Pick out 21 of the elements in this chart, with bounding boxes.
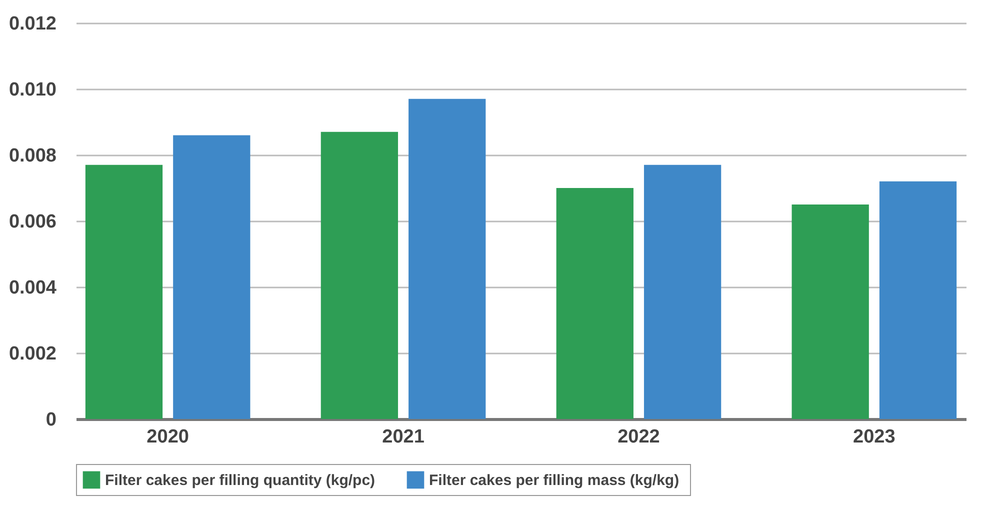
- x-tick-label: 2021: [382, 426, 425, 448]
- bar: [85, 164, 163, 419]
- text: 0.010: [8, 80, 56, 100]
- bar: [320, 132, 398, 419]
- text: 0: [46, 410, 56, 430]
- y-tick-label: 0.012: [8, 14, 56, 34]
- bar: [792, 204, 869, 419]
- bar: [173, 135, 250, 419]
- y-tick-label: 0.008: [8, 146, 56, 166]
- x-tick-label: 2023: [853, 426, 896, 448]
- y-tick-label: 0.006: [8, 212, 56, 232]
- bar: [556, 188, 634, 419]
- bar: [879, 181, 957, 419]
- bar: [408, 98, 486, 419]
- x-tick-label: 2020: [146, 426, 189, 448]
- bar: [644, 164, 722, 419]
- legend-label: Filter cakes per filling quantity (kg/pc): [105, 472, 376, 489]
- x-tick-label: 2022: [618, 426, 660, 448]
- legend-label: Filter cakes per filling mass (kg/kg): [429, 472, 680, 489]
- y-tick-label: 0.004: [8, 278, 57, 298]
- y-tick-label: 0.002: [8, 344, 56, 364]
